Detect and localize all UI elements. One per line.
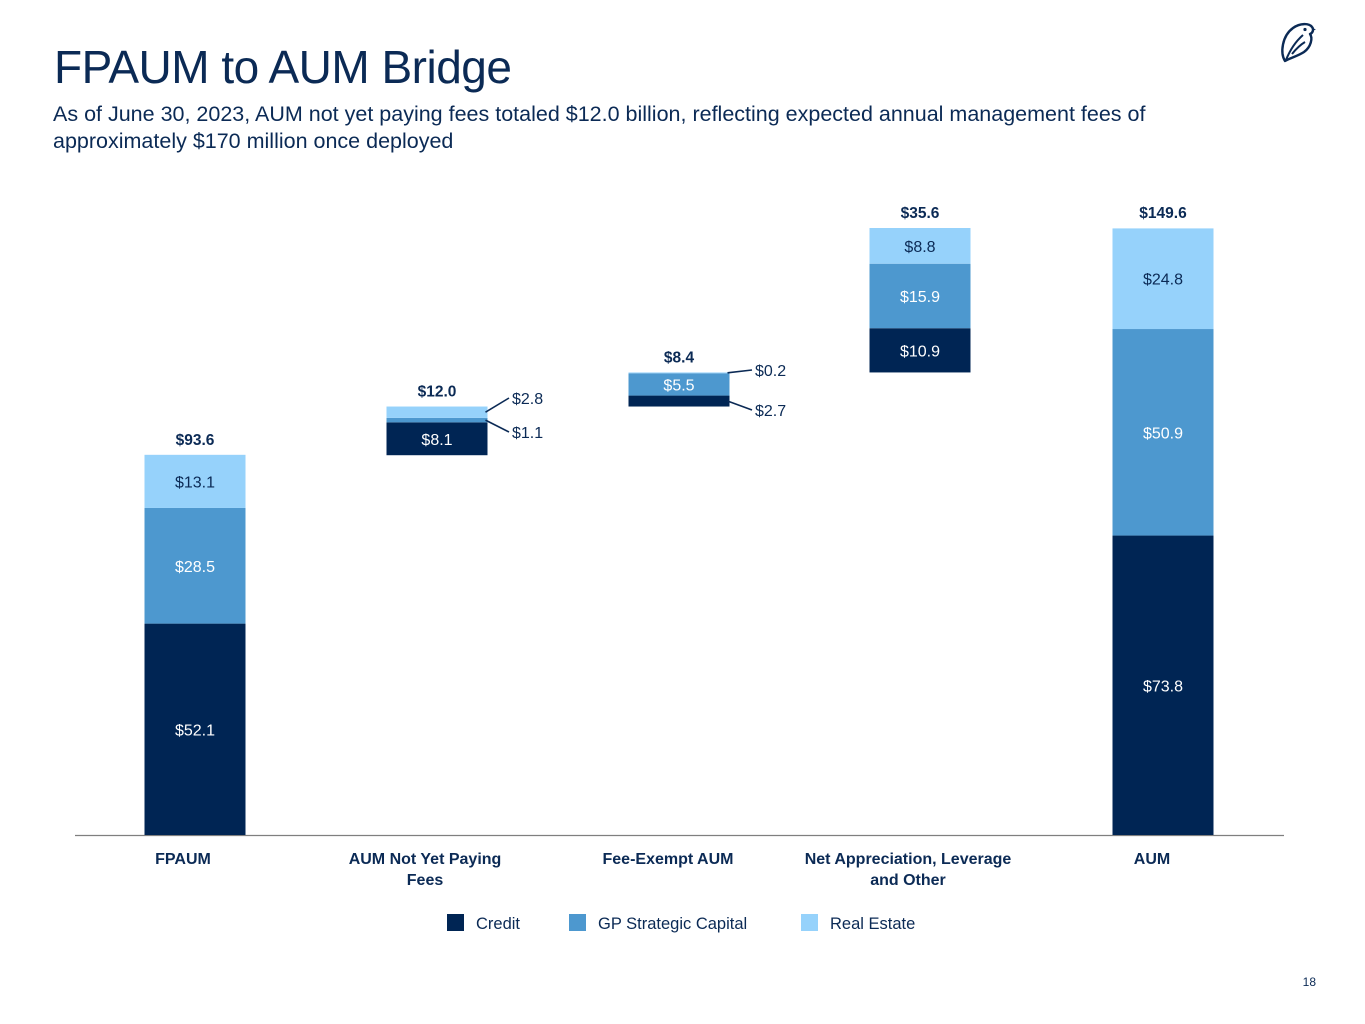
segment-label: $24.8 [1143,272,1183,289]
segment-label: $0.2 [755,363,786,380]
x-tick-label: Fees [407,872,444,889]
bar-segment [869,228,971,264]
page-title: FPAUM to AUM Bridge [54,41,512,93]
segment-label: $73.8 [1143,678,1183,695]
bar-segment [386,422,488,456]
page-subtitle: As of June 30, 2023, AUM not yet paying … [53,102,1146,153]
segment-label: $2.8 [512,391,543,408]
callout-leader-line [727,400,753,411]
bar-segment [1112,535,1214,835]
segment-label: $10.9 [900,343,940,360]
callout-leader-line [485,397,510,413]
bar-segment [1112,329,1214,536]
segment-label: $13.1 [175,474,215,491]
legend-label: GP Strategic Capital [598,915,747,933]
bar-segment [628,372,730,374]
bar-segment [869,263,971,329]
bar-segment [869,328,971,373]
segment-label: $1.1 [512,425,543,442]
bar-segment [144,454,246,508]
callout-leader-line [727,369,753,374]
x-tick-label: Net Appreciation, Leverage [805,851,1012,868]
bar-segment [386,406,488,418]
bird-icon [1281,22,1316,63]
segment-label: $28.5 [175,559,215,576]
segment-label: $8.1 [421,432,452,449]
total-label: $12.0 [418,384,457,401]
segment-label: $15.9 [900,289,940,306]
bar-segment [628,373,730,396]
legend-label: Credit [476,915,520,933]
bar-segment [628,395,730,407]
x-tick-label: AUM Not Yet Paying [349,851,502,868]
segment-label: $52.1 [175,722,215,739]
bar-segment [386,417,488,423]
legend-swatch [801,914,818,931]
x-tick-label: FPAUM [155,851,211,868]
segment-label: $50.9 [1143,425,1183,442]
total-label: $93.6 [176,432,215,449]
total-label: $35.6 [901,205,940,222]
segment-label: $8.8 [904,239,935,256]
callout-leader-line [485,419,510,433]
segment-label: $2.7 [755,403,786,420]
x-tick-label: and Other [870,872,946,889]
total-label: $149.6 [1139,205,1187,222]
page-number: 18 [1302,975,1316,989]
legend-label: Real Estate [830,915,915,933]
total-label: $8.4 [664,349,695,366]
segment-label: $5.5 [663,377,694,394]
bar-segment [144,507,246,624]
legend-swatch [569,914,586,931]
bar-segment [144,623,246,835]
x-tick-label: Fee-Exempt AUM [603,851,734,868]
legend-swatch [447,914,464,931]
x-tick-label: AUM [1134,851,1170,868]
bar-segment [1112,228,1214,330]
